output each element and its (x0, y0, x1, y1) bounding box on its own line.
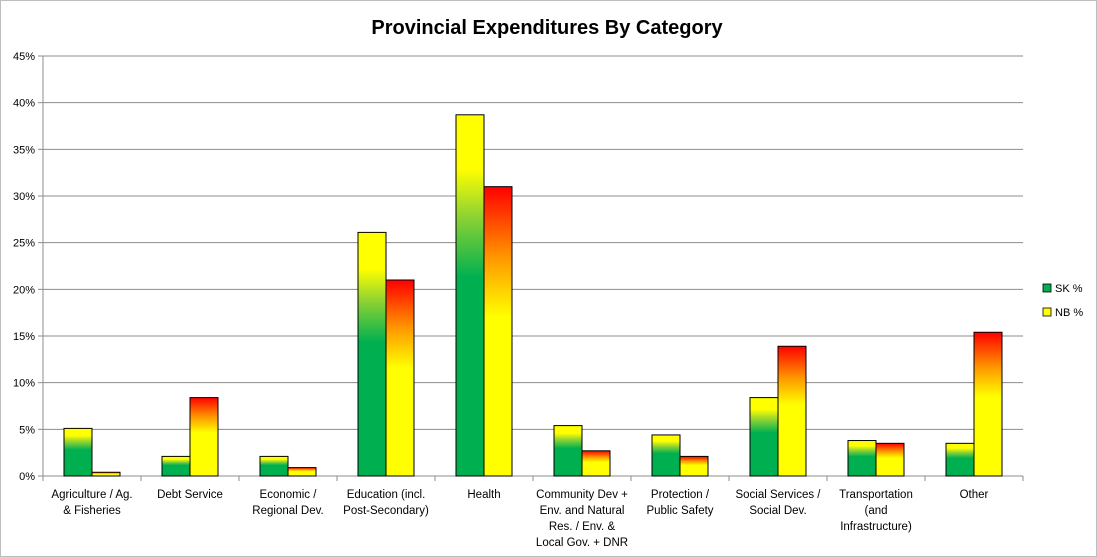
bar-sk (651, 434, 681, 477)
category-label: Community Dev + Env. and Natural Res. / En… (536, 489, 628, 549)
y-tick-label: 45% (13, 51, 35, 63)
category-label: Economic / Regional Dev. (252, 489, 323, 517)
axes: 0% 5% 10% 15% 20% 25% 30% 35% 40% 45% (13, 51, 1024, 483)
bar-sk (945, 442, 975, 477)
category-label: Debt Service (157, 489, 223, 501)
category-label: Protection / Public Safety (646, 489, 713, 517)
chart-title: Provincial Expenditures By Category (371, 17, 723, 39)
category-label: Transportation (and Infrastructure) (839, 489, 913, 533)
bar-sk (847, 440, 877, 477)
bar-sk (553, 425, 583, 477)
grid-lines (43, 55, 1023, 430)
legend-label-sk: SK % (1055, 283, 1083, 295)
bar-sk (63, 427, 93, 477)
y-tick-label: 15% (13, 331, 35, 343)
bar-nb (91, 471, 121, 477)
y-tick-label: 40% (13, 98, 35, 110)
bar-nb (777, 345, 807, 477)
y-tick-label: 30% (13, 191, 35, 203)
legend-swatch-sk (1042, 283, 1052, 293)
category-label: Other (960, 489, 989, 501)
bars (63, 114, 1003, 477)
bar-sk (749, 397, 779, 477)
category-label: Education (incl. Post-Secondary) (343, 489, 429, 517)
y-tick-label: 10% (13, 378, 35, 390)
bar-nb (679, 455, 709, 477)
bar-nb (385, 279, 415, 477)
bar-sk (357, 231, 387, 477)
y-tick-label: 20% (13, 284, 35, 296)
bar-sk (455, 114, 485, 477)
legend-swatch-nb (1042, 307, 1052, 317)
legend: SK % NB % (1042, 283, 1083, 319)
bar-nb (287, 467, 317, 477)
category-label: Social Services / Social Dev. (735, 489, 821, 517)
legend-label-nb: NB % (1055, 307, 1083, 319)
bar-nb (973, 331, 1003, 477)
category-label: Health (467, 489, 500, 501)
bar-sk (259, 455, 289, 477)
bar-nb (483, 186, 513, 477)
y-tick-label: 25% (13, 238, 35, 250)
bar-sk (161, 455, 191, 477)
bar-nb (581, 450, 611, 477)
y-tick-label: 5% (19, 424, 35, 436)
category-labels: Agriculture / Ag. & Fisheries Debt Service… (51, 489, 988, 549)
y-tick-label: 0% (19, 471, 35, 483)
bar-nb (189, 397, 219, 477)
y-tick-label: 35% (13, 144, 35, 156)
bar-nb (875, 442, 905, 477)
category-label: Agriculture / Ag. & Fisheries (51, 489, 132, 517)
